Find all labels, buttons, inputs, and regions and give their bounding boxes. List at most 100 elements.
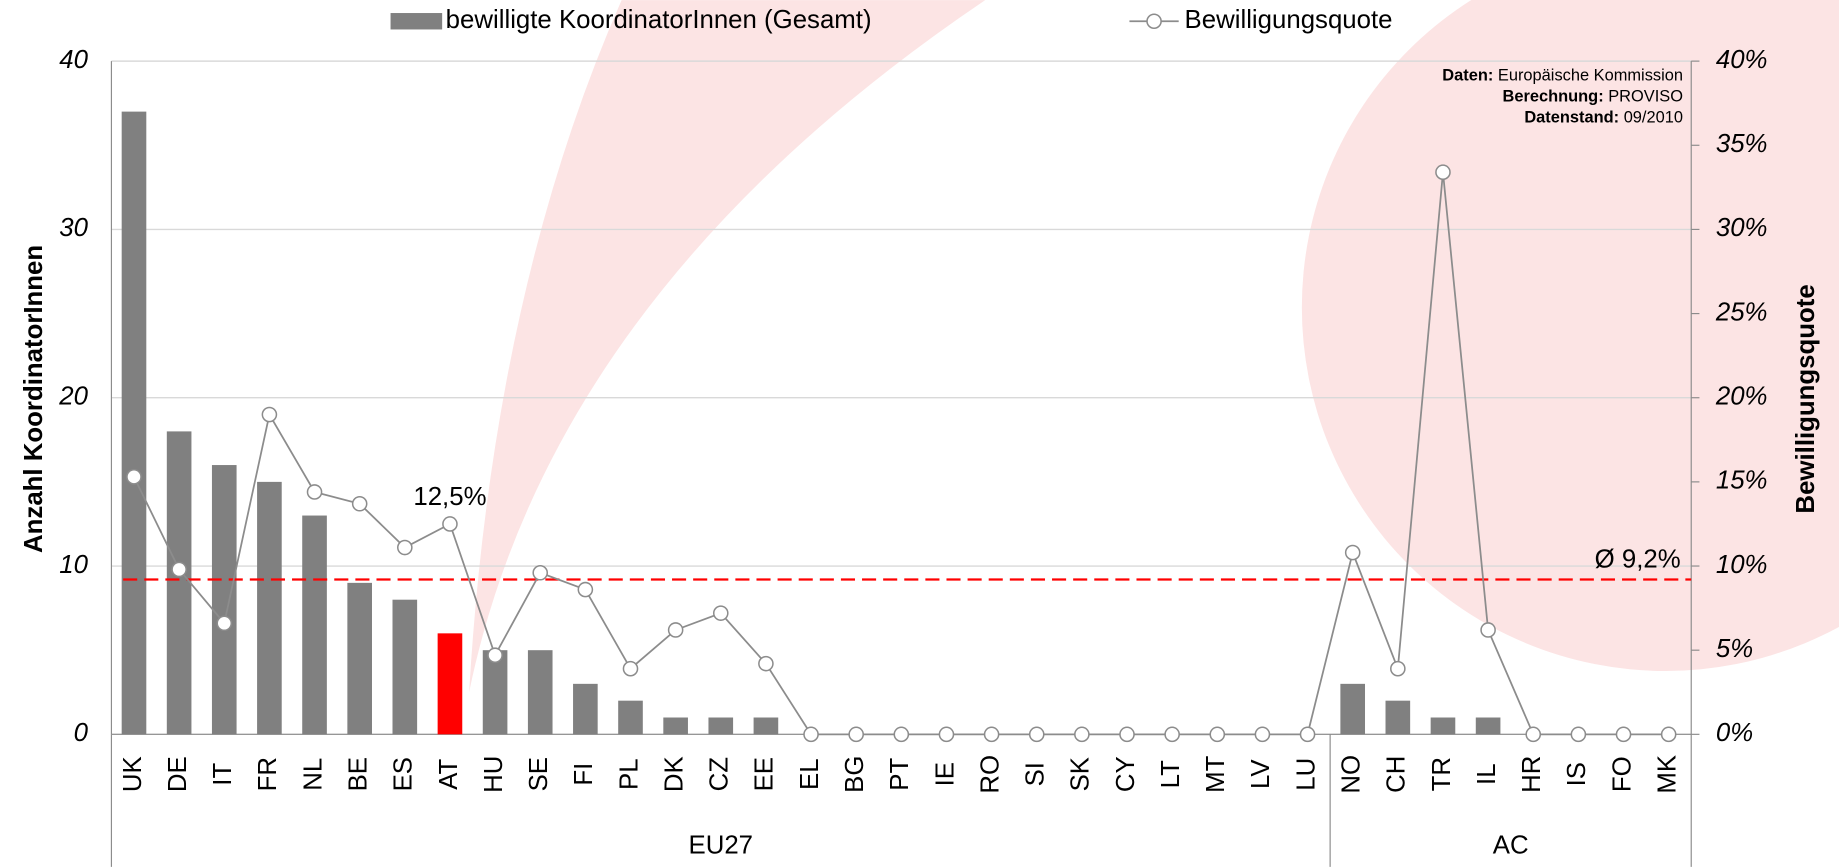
bar [573, 684, 598, 734]
x-tick-label: DK [660, 756, 688, 792]
marker [443, 517, 457, 531]
x-tick-label: EL [796, 758, 824, 790]
x-tick-label: EE [751, 757, 779, 791]
x-tick-label: FO [1608, 756, 1636, 792]
x-tick-label: NL [299, 758, 327, 791]
source-note: Berechnung: PROVISO [1502, 88, 1683, 106]
x-tick-label: SK [1067, 757, 1095, 791]
bar [167, 431, 192, 734]
x-tick-label: AT [435, 758, 463, 789]
marker [1210, 727, 1224, 741]
marker [894, 727, 908, 741]
bar [1476, 718, 1501, 735]
x-tick-label: IL [1473, 763, 1501, 785]
marker [1481, 623, 1495, 637]
x-tick-label: SE [525, 757, 553, 791]
marker [127, 470, 141, 484]
marker [1571, 727, 1585, 741]
x-tick-label: IS [1563, 762, 1591, 786]
background-swoosh [469, 0, 985, 692]
marker [262, 408, 276, 422]
marker [1436, 165, 1450, 179]
data-label: 12,5% [413, 483, 486, 511]
bar [347, 583, 372, 734]
source-key: Berechnung: [1502, 88, 1603, 106]
bar [302, 516, 327, 735]
y2-tick-label: 35% [1716, 130, 1768, 158]
x-tick-label: FR [254, 757, 282, 791]
average-label: Ø 9,2% [1595, 546, 1681, 574]
marker [669, 623, 683, 637]
marker [939, 727, 953, 741]
y2-tick-label: 5% [1716, 635, 1753, 663]
y2-tick-label: 30% [1716, 214, 1768, 242]
x-tick-label: NO [1338, 755, 1366, 794]
source-text: 09/2010 [1624, 109, 1683, 127]
x-tick-label: LV [1247, 759, 1275, 789]
x-tick-label: FI [570, 763, 598, 786]
marker [1165, 727, 1179, 741]
x-tick-label: LT [1157, 760, 1185, 788]
y-tick-label: 20 [58, 383, 88, 411]
marker [307, 485, 321, 499]
chart: Anzahl KoordinatorInnen Bewilligungsquot… [0, 0, 1839, 867]
y2-tick-label: 0% [1716, 719, 1753, 747]
marker [1662, 727, 1676, 741]
y-axis-title: Anzahl KoordinatorInnen [20, 245, 48, 553]
bar [1386, 701, 1411, 735]
marker [1526, 727, 1540, 741]
x-tick-label: CH [1383, 756, 1411, 793]
bar [528, 650, 553, 734]
marker [1255, 727, 1269, 741]
bar [392, 600, 417, 735]
marker [1120, 727, 1134, 741]
marker [985, 727, 999, 741]
y-tick-label: 40 [59, 46, 88, 74]
y2-tick-label: 25% [1715, 298, 1768, 326]
bar [1340, 684, 1365, 734]
marker [804, 727, 818, 741]
x-tick-label: TR [1428, 757, 1456, 791]
source-note: Datenstand: 09/2010 [1524, 109, 1683, 127]
x-tick-label: HR [1518, 756, 1546, 793]
bar [618, 701, 643, 735]
y2-tick-label: 40% [1716, 46, 1768, 74]
marker [1346, 546, 1360, 560]
marker [488, 648, 502, 662]
x-tick-label: DE [164, 756, 192, 792]
y-tick-label: 0 [74, 719, 89, 747]
x-tick-label: UK [119, 756, 147, 792]
x-tick-label: CY [1112, 756, 1140, 792]
y2-tick-label: 10% [1716, 551, 1768, 579]
legend-swatch [1147, 14, 1161, 28]
bar [438, 633, 463, 734]
marker [172, 562, 186, 576]
x-tick-label: HU [480, 756, 508, 793]
source-text: PROVISO [1608, 88, 1683, 106]
bar [663, 718, 688, 735]
y2-tick-label: 15% [1716, 467, 1768, 495]
marker [1030, 727, 1044, 741]
y2-axis-title: Bewilligungsquote [1792, 284, 1820, 513]
group-label: EU27 [689, 832, 754, 860]
x-tick-label: BE [344, 757, 372, 791]
x-tick-label: PT [886, 757, 914, 790]
marker [849, 727, 863, 741]
legend-label: Bewilligungsquote [1185, 6, 1393, 34]
marker [533, 566, 547, 580]
x-tick-label: IE [931, 762, 959, 786]
marker [714, 606, 728, 620]
source-text: Europäische Kommission [1498, 67, 1683, 85]
source-note: Daten: Europäische Kommission [1442, 67, 1683, 85]
x-tick-label: BG [841, 756, 869, 793]
x-tick-label: MT [1202, 755, 1230, 792]
x-tick-label: LU [1292, 758, 1320, 791]
marker [1075, 727, 1089, 741]
x-tick-label: RO [976, 755, 1004, 794]
bar [122, 112, 147, 735]
bar [1431, 718, 1456, 735]
legend-swatch [391, 13, 443, 29]
marker [1616, 727, 1630, 741]
y-tick-label: 10 [59, 551, 88, 579]
x-tick-label: CZ [706, 757, 734, 791]
